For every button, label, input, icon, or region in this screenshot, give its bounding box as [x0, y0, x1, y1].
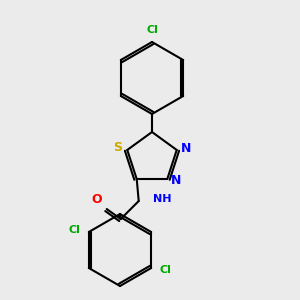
Text: S: S — [113, 142, 122, 154]
Text: Cl: Cl — [146, 25, 158, 35]
Text: NH: NH — [153, 194, 171, 204]
Text: Cl: Cl — [69, 225, 81, 235]
Text: Cl: Cl — [159, 265, 171, 275]
Text: N: N — [181, 142, 191, 155]
Text: O: O — [91, 193, 102, 206]
Text: N: N — [171, 173, 182, 187]
